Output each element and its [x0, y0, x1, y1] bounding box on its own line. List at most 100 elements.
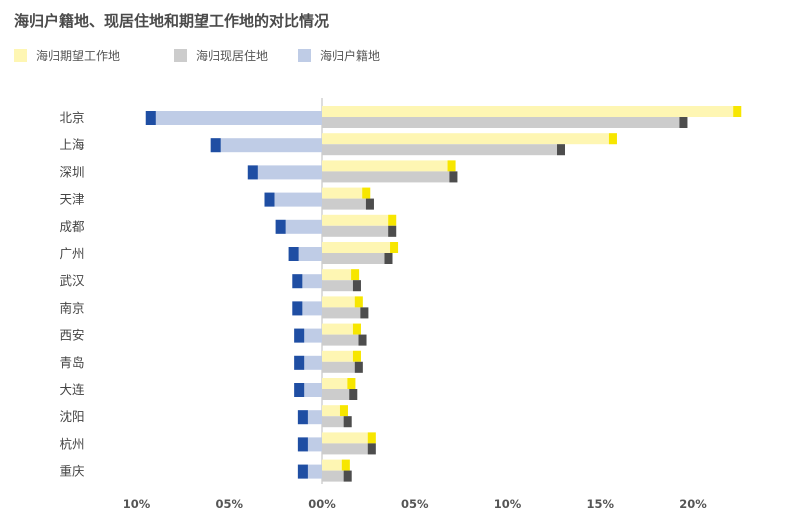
bar-cap-current-residence [557, 144, 566, 156]
bar-current-residence [322, 171, 458, 183]
bar-cap-expected-workplace [354, 296, 363, 308]
bar-cap-household-registration [294, 355, 305, 370]
bar-current-residence [322, 334, 367, 346]
bar-cap-current-residence [352, 280, 361, 292]
bar-cap-current-residence [343, 416, 352, 428]
bar-cap-current-residence [384, 253, 393, 264]
bar-expected-workplace [322, 323, 361, 335]
bar-cap-household-registration [294, 383, 305, 397]
bar-current-residence [322, 443, 376, 455]
bar-cap-household-registration [297, 410, 308, 425]
bar-cap-household-registration [297, 464, 308, 479]
bar-current-residence [322, 470, 352, 482]
bar-expected-workplace [322, 296, 363, 308]
bar-cap-current-residence [679, 117, 688, 128]
bar-cap-household-registration [145, 111, 156, 125]
bar-current-residence [322, 389, 358, 400]
bar-cap-household-registration [264, 192, 275, 207]
bar-cap-current-residence [354, 361, 363, 373]
bar-cap-expected-workplace [608, 133, 617, 145]
bar-cap-current-residence [349, 389, 358, 400]
bar-cap-household-registration [292, 274, 303, 289]
bar-cap-household-registration [288, 247, 299, 261]
bar-cap-expected-workplace [733, 106, 742, 117]
bar-expected-workplace [322, 160, 456, 172]
bar-household-registration [247, 165, 322, 180]
bar-cap-expected-workplace [362, 187, 371, 199]
x-tick-label: 05% [215, 497, 243, 511]
legend-label-current-residence: 海归现居住地 [196, 49, 269, 63]
bar-current-residence [322, 144, 566, 156]
legend-swatch-household-registration [298, 49, 311, 62]
bar-household-registration [264, 192, 322, 207]
bar-cap-expected-workplace [352, 350, 361, 362]
bar-current-residence [322, 416, 352, 428]
bar-cap-expected-workplace [447, 160, 456, 172]
bar-household-registration [210, 138, 322, 153]
bar-cap-expected-workplace [351, 269, 360, 281]
bar-cap-current-residence [360, 307, 369, 319]
bar-cap-household-registration [294, 328, 305, 343]
bar-cap-current-residence [388, 225, 397, 237]
bar-cap-expected-workplace [390, 242, 399, 253]
bar-cap-current-residence [367, 443, 376, 455]
bar-expected-workplace [322, 405, 348, 417]
category-label: 南京 [59, 300, 84, 315]
bar-cap-expected-workplace [341, 459, 350, 471]
category-label: 天津 [59, 192, 84, 207]
category-label: 重庆 [59, 464, 85, 479]
category-label: 大连 [59, 382, 85, 397]
bar-expected-workplace [322, 133, 617, 145]
x-tick-label: 05% [401, 497, 429, 511]
x-tick-label: 15% [586, 497, 614, 511]
category-label: 广州 [59, 246, 84, 261]
x-tick-label: 10% [123, 497, 151, 511]
bar-cap-expected-workplace [347, 378, 356, 389]
bar-current-residence [322, 117, 688, 128]
bar-household-registration [145, 111, 322, 125]
legend-label-household-registration: 海归户籍地 [320, 49, 381, 63]
bar-expected-workplace [322, 350, 361, 362]
bar-current-residence [322, 307, 369, 319]
category-label: 成都 [59, 219, 85, 234]
x-tick-label: 00% [308, 497, 336, 511]
bar-expected-workplace [322, 106, 742, 117]
bar-cap-household-registration [210, 138, 221, 153]
bar-expected-workplace [322, 378, 356, 389]
category-label: 青岛 [59, 355, 84, 370]
legend-swatch-current-residence [174, 49, 187, 62]
x-tick-label: 20% [679, 497, 707, 511]
category-label: 北京 [59, 110, 84, 125]
bar-expected-workplace [322, 459, 350, 471]
category-label: 武汉 [59, 273, 85, 288]
bar-cap-current-residence [365, 198, 374, 210]
bar-expected-workplace [322, 214, 397, 226]
bar-current-residence [322, 198, 374, 210]
bar-expected-workplace [322, 269, 360, 281]
category-label: 上海 [59, 137, 85, 152]
bar-cap-expected-workplace [367, 432, 376, 444]
bar-expected-workplace [322, 187, 371, 199]
chart-title: 海归户籍地、现居住地和期望工作地的对比情况 [14, 12, 330, 30]
bar-current-residence [322, 253, 393, 264]
bar-cap-expected-workplace [339, 405, 348, 417]
legend-swatch-expected-workplace [14, 49, 27, 62]
legend-label-expected-workplace: 海归期望工作地 [36, 49, 121, 63]
bar-cap-expected-workplace [388, 214, 397, 226]
bar-cap-current-residence [449, 171, 458, 183]
category-label: 杭州 [59, 436, 84, 451]
bar-cap-current-residence [343, 470, 352, 482]
category-label: 沈阳 [59, 409, 84, 424]
bar-cap-household-registration [292, 301, 303, 316]
bar-current-residence [322, 280, 361, 292]
bar-cap-household-registration [297, 437, 308, 452]
category-label: 深圳 [59, 164, 84, 179]
bar-current-residence [322, 225, 397, 237]
bar-expected-workplace [322, 242, 399, 253]
bar-cap-current-residence [358, 334, 367, 346]
bar-cap-household-registration [275, 219, 286, 234]
bar-cap-household-registration [247, 165, 258, 180]
bar-current-residence [322, 361, 363, 373]
bar-household-registration [275, 219, 322, 234]
